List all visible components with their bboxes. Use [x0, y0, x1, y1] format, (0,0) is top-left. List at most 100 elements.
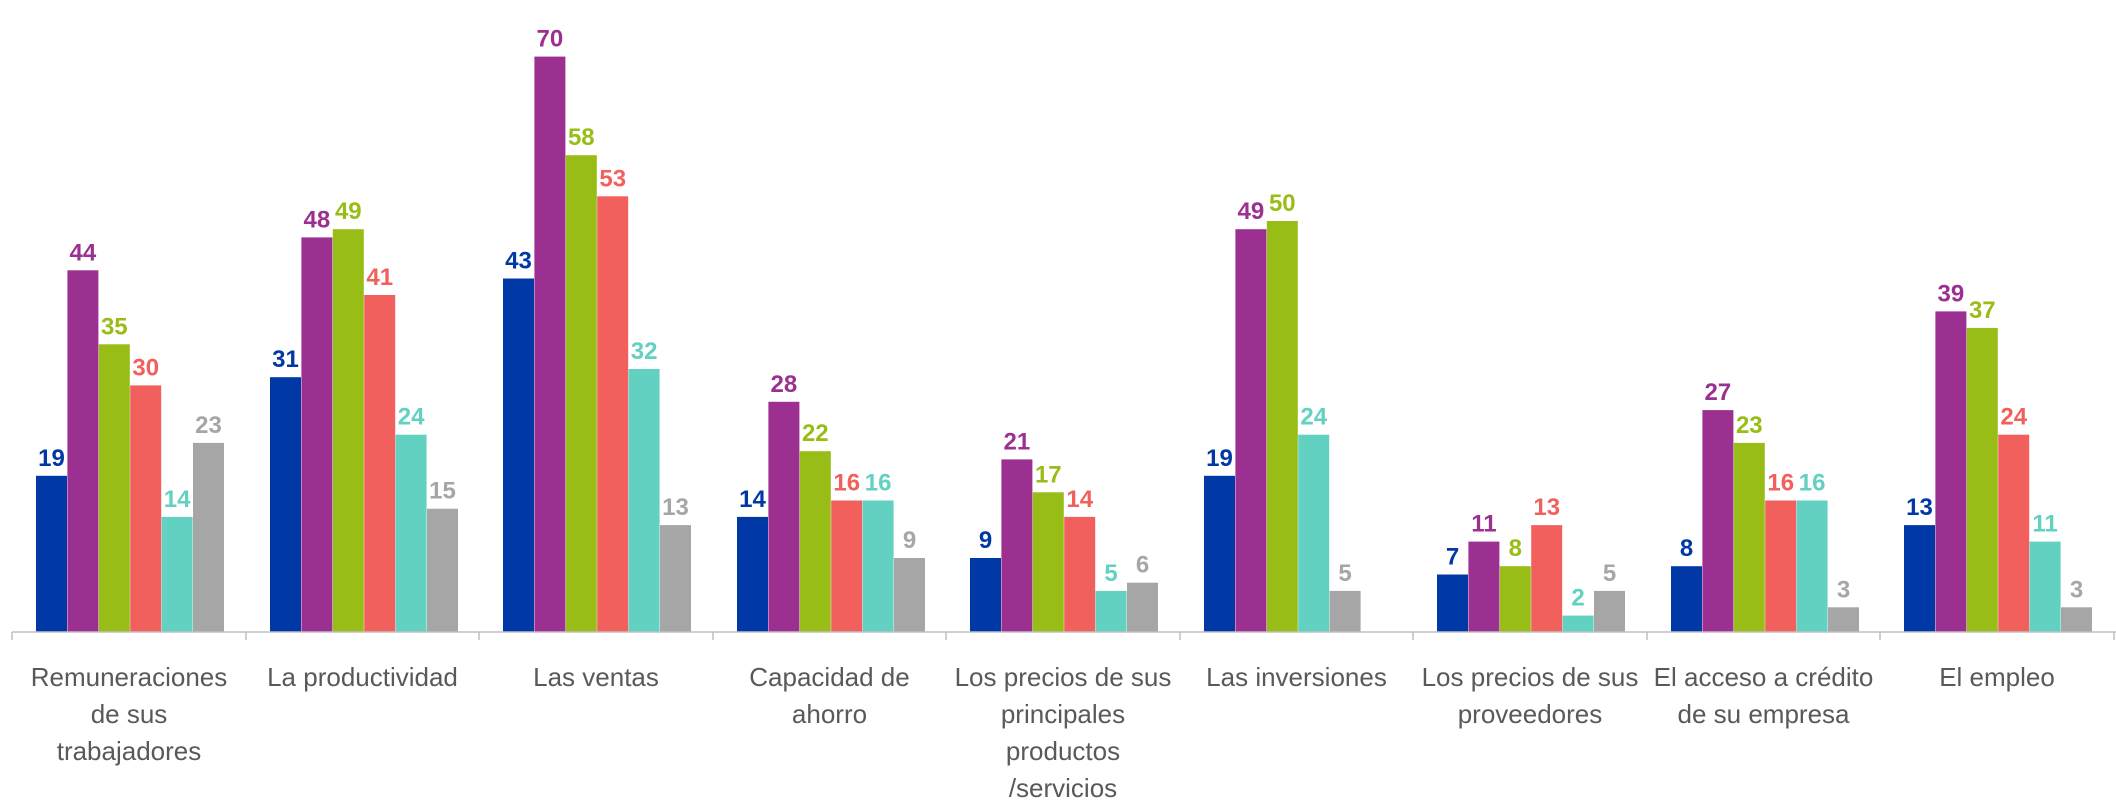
data-label: 21 [1004, 428, 1031, 455]
bar [98, 344, 130, 632]
bar [660, 525, 691, 632]
bar [628, 369, 660, 632]
bar [894, 558, 925, 632]
bar [1671, 566, 1702, 632]
data-label: 14 [739, 486, 766, 513]
data-label: 8 [1680, 535, 1693, 562]
bar [1329, 590, 1361, 632]
data-label: 9 [903, 527, 916, 554]
data-label: 22 [802, 420, 829, 447]
data-label: 14 [164, 486, 191, 513]
bar [427, 508, 458, 632]
data-label: 17 [1035, 461, 1062, 488]
bar [364, 295, 396, 632]
data-label: 39 [1938, 280, 1965, 307]
bar [130, 385, 162, 632]
bar [970, 558, 1001, 632]
data-label: 23 [1736, 412, 1763, 439]
data-label: 6 [1136, 552, 1149, 579]
x-axis [11, 631, 2116, 640]
data-label: 50 [1269, 190, 1296, 217]
data-label: 49 [335, 198, 362, 225]
bar [1266, 221, 1298, 632]
data-label: 32 [631, 338, 658, 365]
data-label: 11 [1471, 511, 1496, 538]
bar [2029, 541, 2061, 632]
data-label: 24 [398, 404, 425, 431]
data-label: 49 [1238, 198, 1265, 225]
category-label: Las ventas [533, 662, 659, 692]
bar [1127, 582, 1158, 632]
bar [67, 270, 99, 632]
data-label: 58 [568, 124, 595, 151]
data-label: 14 [1066, 486, 1093, 513]
category-label: Capacidad de ahorro [749, 662, 909, 729]
data-label: 16 [833, 470, 860, 497]
data-label: 16 [1767, 470, 1794, 497]
bar [270, 377, 301, 632]
bar [1499, 566, 1531, 632]
bar [1204, 475, 1235, 632]
bars-layer [36, 56, 2092, 633]
data-label: 16 [1799, 470, 1826, 497]
data-label: 30 [132, 354, 159, 381]
data-label: 13 [662, 494, 689, 521]
bar [768, 401, 800, 632]
bar [1904, 525, 1935, 632]
data-label: 15 [429, 478, 456, 505]
bar [1998, 434, 2030, 632]
bar [161, 516, 193, 632]
bar [534, 56, 566, 633]
data-label: 24 [1300, 404, 1327, 431]
data-label: 23 [195, 412, 222, 439]
bar [1531, 525, 1563, 632]
bar [831, 500, 863, 632]
bar [1468, 541, 1500, 632]
bar [395, 434, 427, 632]
bar [565, 155, 597, 632]
data-label: 35 [101, 313, 128, 340]
bar [332, 229, 364, 632]
bar [1001, 459, 1033, 632]
data-label: 13 [1906, 494, 1933, 521]
data-label: 13 [1533, 494, 1560, 521]
data-label: 2 [1571, 585, 1584, 612]
data-label: 19 [1206, 445, 1233, 472]
data-label: 16 [865, 470, 892, 497]
bar [36, 475, 67, 632]
data-label: 41 [366, 264, 393, 291]
bar [2061, 607, 2092, 632]
data-label: 27 [1705, 379, 1732, 406]
bar [1235, 229, 1267, 632]
bar [1966, 327, 1998, 632]
data-label: 9 [979, 527, 992, 554]
bar [1935, 311, 1967, 632]
category-label: El empleo [1939, 662, 2055, 692]
bar [1032, 492, 1064, 632]
data-label: 31 [272, 346, 299, 373]
bar [862, 500, 894, 632]
bar [1796, 500, 1828, 632]
category-label: Remuneraciones de sus trabajadores [31, 662, 228, 766]
data-label: 24 [2000, 404, 2027, 431]
data-label: 11 [2032, 511, 2057, 538]
data-label: 37 [1969, 297, 1996, 324]
bar [1437, 574, 1468, 632]
data-label: 43 [505, 248, 532, 275]
data-label: 7 [1446, 544, 1459, 571]
data-label: 28 [771, 371, 798, 398]
data-label: 48 [304, 206, 331, 233]
bar [193, 442, 224, 632]
bar [1064, 516, 1096, 632]
data-label: 3 [1837, 576, 1850, 603]
bar [1298, 434, 1330, 632]
bar [301, 237, 333, 632]
bar [1765, 500, 1797, 632]
bar [597, 196, 629, 633]
category-label: El acceso a crédito de su empresa [1654, 662, 1874, 729]
bar [1733, 442, 1765, 632]
bar [1594, 590, 1625, 632]
bar [1562, 615, 1594, 632]
